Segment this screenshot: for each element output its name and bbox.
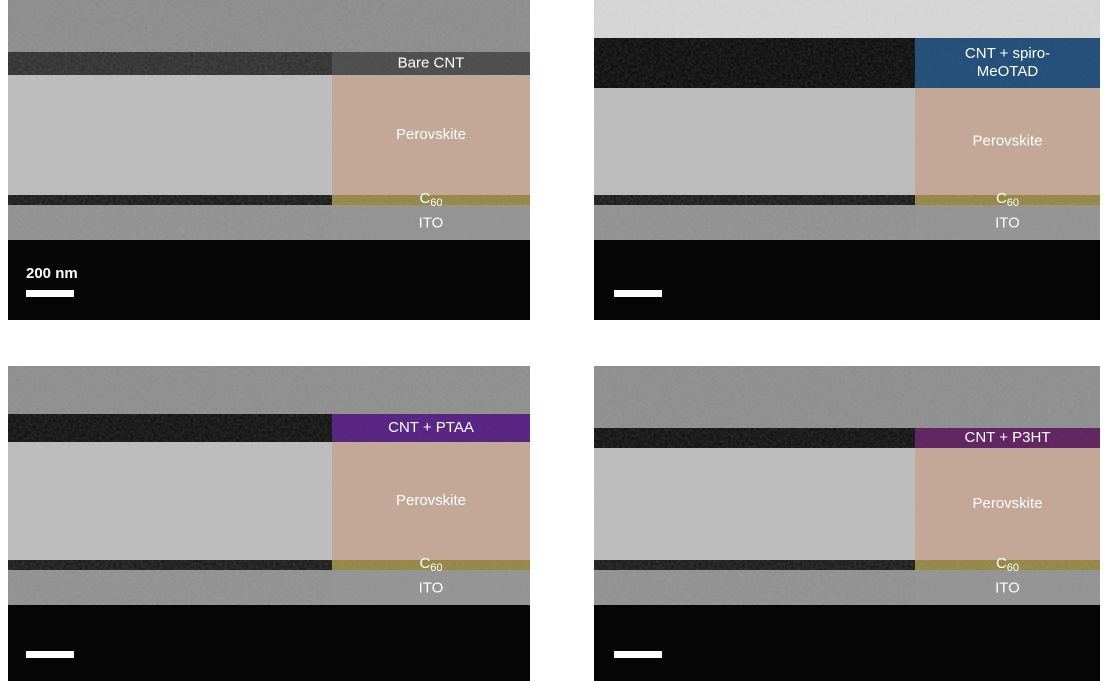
scale-bar bbox=[614, 290, 662, 297]
c60-base: C bbox=[996, 555, 1007, 572]
ito-label: ITO bbox=[995, 214, 1020, 231]
sem-panel: CNT + spiro-MeOTAD Perovskite C60 ITO bbox=[594, 0, 1100, 320]
htl-label: CNT + P3HT bbox=[965, 429, 1051, 446]
c60-sub: 60 bbox=[1007, 197, 1019, 209]
page: Bare CNTPerovskiteC60ITO200 nmCNT + spir… bbox=[0, 0, 1108, 681]
layer bbox=[8, 605, 530, 681]
sem-panel: CNT + PTAA Perovskite C60 ITO bbox=[8, 366, 530, 681]
sem-panel: Bare CNT Perovskite C60 ITO 200 nm bbox=[8, 0, 530, 320]
c60-base: C bbox=[419, 555, 430, 572]
scale-bar bbox=[26, 651, 74, 658]
perovskite-label: Perovskite bbox=[972, 495, 1042, 512]
c60-base: C bbox=[996, 190, 1007, 207]
htl-label: Bare CNT bbox=[398, 54, 465, 71]
ito-label: ITO bbox=[995, 579, 1020, 596]
htl-label: CNT + PTAA bbox=[388, 419, 474, 436]
layer bbox=[594, 605, 1100, 681]
c60-sub: 60 bbox=[430, 562, 442, 574]
htl-label: CNT + spiro- bbox=[965, 45, 1050, 62]
scale-bar-label: 200 nm bbox=[26, 265, 78, 282]
scale-bar bbox=[26, 290, 74, 297]
scale-bar bbox=[614, 651, 662, 658]
layer bbox=[594, 240, 1100, 320]
c60-base: C bbox=[419, 190, 430, 207]
perovskite-label: Perovskite bbox=[396, 492, 466, 509]
layer bbox=[8, 240, 530, 320]
figure: Bare CNTPerovskiteC60ITO200 nmCNT + spir… bbox=[0, 0, 1108, 681]
c60-sub: 60 bbox=[1007, 562, 1019, 574]
sem-panel: CNT + P3HT Perovskite C60 ITO bbox=[594, 366, 1100, 681]
ito-label: ITO bbox=[419, 579, 444, 596]
perovskite-label: Perovskite bbox=[972, 132, 1042, 149]
ito-label: ITO bbox=[419, 214, 444, 231]
c60-sub: 60 bbox=[430, 197, 442, 209]
htl-label: MeOTAD bbox=[977, 63, 1039, 80]
perovskite-label: Perovskite bbox=[396, 126, 466, 143]
